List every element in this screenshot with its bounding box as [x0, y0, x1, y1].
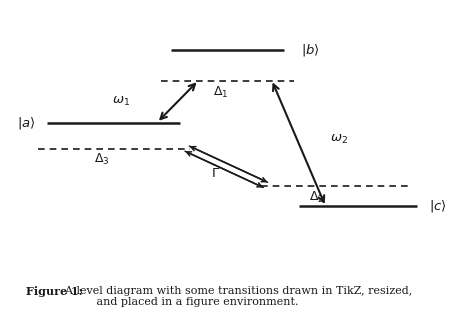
Text: $\omega_2$: $\omega_2$ [330, 133, 348, 146]
Text: $\Delta_1$: $\Delta_1$ [213, 85, 228, 100]
Text: $|c\rangle$: $|c\rangle$ [429, 198, 447, 214]
Text: $|a\rangle$: $|a\rangle$ [17, 115, 36, 131]
Text: $\Delta_2$: $\Delta_2$ [309, 190, 324, 205]
Text: $\Gamma$: $\Gamma$ [211, 167, 220, 180]
Text: $|b\rangle$: $|b\rangle$ [301, 42, 320, 58]
Text: $\omega_1$: $\omega_1$ [112, 95, 130, 108]
Text: A level diagram with some transitions drawn in TikZ, resized,
           and pla: A level diagram with some transitions dr… [58, 286, 412, 307]
Text: Figure 1:: Figure 1: [26, 286, 82, 297]
Text: $\Delta_3$: $\Delta_3$ [94, 152, 109, 167]
